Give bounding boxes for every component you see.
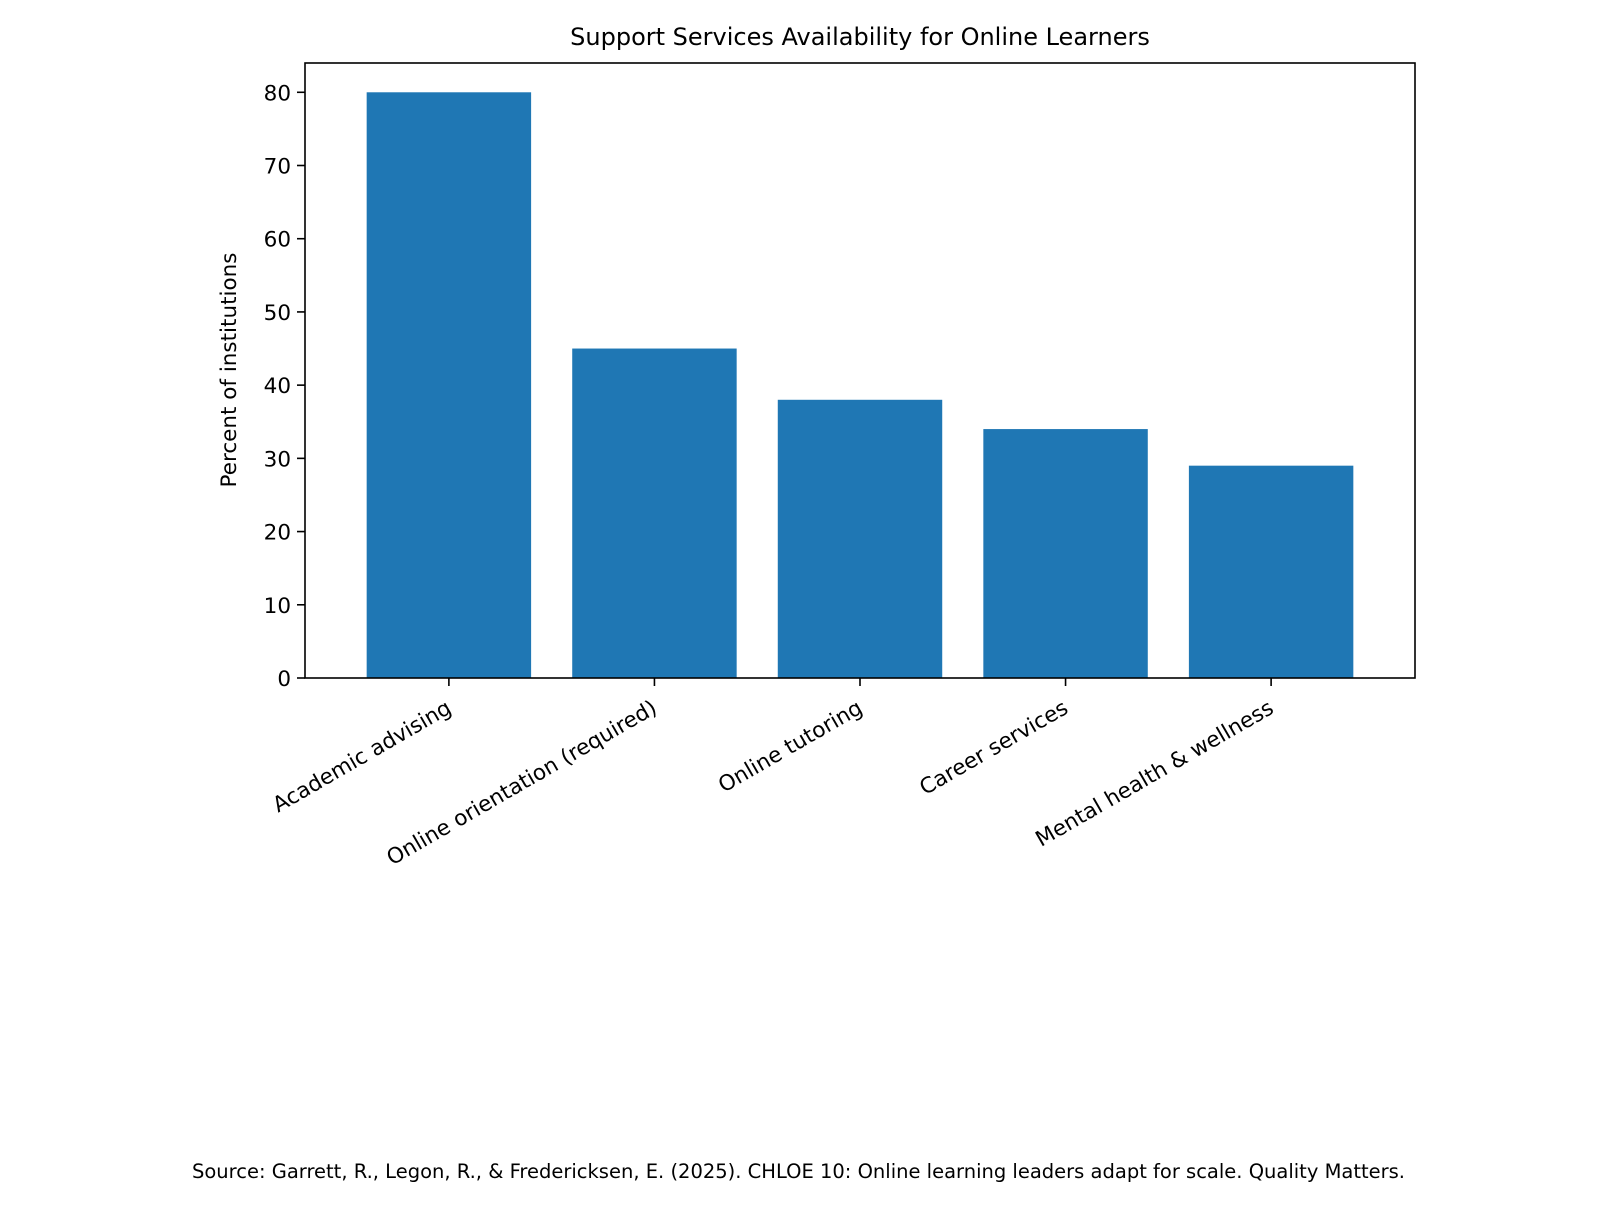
x-tick-label-2: Online tutoring (714, 696, 867, 799)
y-axis-label: Percent of institutions (217, 253, 242, 488)
y-tick-label-4: 40 (264, 374, 291, 399)
bar-0 (366, 92, 532, 679)
y-tick-label-3: 30 (264, 447, 291, 472)
y-tick-label-6: 60 (264, 228, 291, 253)
x-tick-label-3: Career services (916, 696, 1073, 801)
y-tick-label-5: 50 (264, 301, 291, 326)
bar-1 (572, 348, 737, 678)
y-tick-label-7: 70 (264, 155, 291, 180)
source-note: Source: Garrett, R., Legon, R., & Freder… (191, 1160, 1406, 1183)
bar-4 (1188, 465, 1354, 678)
chart-title: Support Services Availability for Online… (570, 23, 1150, 51)
y-tick-label-2: 20 (264, 521, 291, 546)
y-tick-label-0: 0 (277, 667, 291, 692)
y-tick-label-1: 10 (264, 594, 291, 619)
bar-3 (983, 429, 1148, 678)
bars-group (366, 92, 1354, 679)
y-axis: 0 10 20 30 40 50 60 70 80 (264, 81, 305, 692)
x-tick-label-0: Academic advising (269, 696, 456, 819)
y-tick-label-8: 80 (264, 81, 291, 106)
bar-2 (777, 399, 943, 678)
